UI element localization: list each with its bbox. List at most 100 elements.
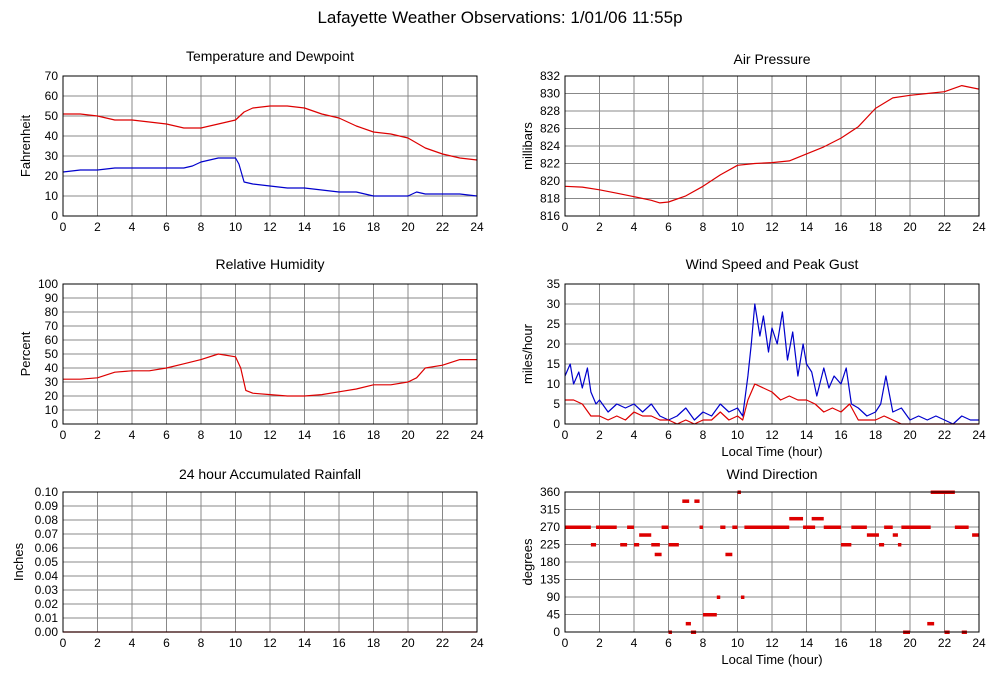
y-tick-label: 20 — [45, 169, 59, 183]
x-tick-label: 0 — [60, 636, 67, 650]
direction-point — [654, 552, 662, 557]
y-tick-label: 0.07 — [35, 527, 59, 541]
direction-point — [866, 533, 879, 537]
y-axis-label: Inches — [11, 542, 26, 581]
direction-point — [744, 525, 790, 529]
y-axis-label: miles/hour — [520, 323, 535, 384]
y-tick-label: 10 — [45, 403, 59, 417]
y-tick-label: 30 — [547, 297, 561, 311]
humidity-series-line-0 — [63, 353, 477, 397]
x-tick-label: 6 — [163, 428, 170, 442]
x-tick-label: 14 — [298, 636, 312, 650]
x-tick-label: 18 — [367, 428, 381, 442]
x-tick-label: 14 — [298, 428, 312, 442]
x-tick-label: 2 — [94, 428, 101, 442]
direction-point — [901, 525, 931, 529]
y-tick-label: 0.08 — [35, 513, 59, 527]
direction-point — [699, 525, 703, 529]
x-tick-label: 6 — [163, 220, 170, 234]
wind-series-line-1 — [565, 383, 979, 425]
y-tick-label: 830 — [540, 87, 560, 101]
x-tick-label: 22 — [938, 636, 952, 650]
y-axis-label: degrees — [520, 538, 535, 585]
x-tick-label: 12 — [765, 428, 779, 442]
direction-point — [740, 595, 745, 599]
x-tick-label: 16 — [332, 220, 346, 234]
x-tick-label: 18 — [367, 220, 381, 234]
x-tick-label: 10 — [229, 220, 243, 234]
y-tick-label: 0 — [51, 209, 58, 223]
direction-point — [694, 499, 700, 503]
x-axis-label: Local Time (hour) — [721, 444, 822, 459]
plot-frame — [62, 491, 478, 633]
x-tick-label: 14 — [298, 220, 312, 234]
direction-point — [668, 543, 679, 547]
y-tick-label: 0.01 — [35, 611, 59, 625]
x-tick-label: 18 — [367, 636, 381, 650]
x-tick-label: 4 — [631, 636, 638, 650]
direction-point — [972, 533, 979, 537]
x-tick-label: 10 — [229, 428, 243, 442]
y-tick-label: 816 — [540, 209, 560, 223]
x-tick-label: 18 — [869, 428, 883, 442]
x-tick-label: 2 — [596, 636, 603, 650]
x-tick-label: 16 — [332, 636, 346, 650]
x-tick-label: 20 — [401, 636, 415, 650]
y-tick-label: 25 — [547, 317, 561, 331]
direction-point — [897, 543, 902, 547]
x-tick-label: 22 — [938, 220, 952, 234]
x-tick-label: 20 — [903, 428, 917, 442]
direction-point — [841, 543, 852, 547]
x-tick-label: 12 — [263, 636, 277, 650]
y-tick-label: 0.06 — [35, 541, 59, 555]
y-axis-label: millibars — [520, 122, 535, 170]
x-tick-label: 0 — [562, 636, 569, 650]
x-tick-label: 0 — [562, 428, 569, 442]
temp-series-line-0 — [63, 105, 478, 161]
x-tick-label: 16 — [834, 220, 848, 234]
x-tick-label: 20 — [903, 220, 917, 234]
x-tick-label: 6 — [163, 636, 170, 650]
x-tick-label: 16 — [834, 428, 848, 442]
y-tick-label: 0.00 — [35, 625, 59, 639]
chart-title: Air Pressure — [733, 51, 810, 67]
plot-frame — [62, 283, 478, 425]
x-tick-label: 8 — [198, 220, 205, 234]
x-tick-label: 8 — [198, 636, 205, 650]
y-tick-label: 10 — [547, 377, 561, 391]
y-tick-label: 828 — [540, 104, 560, 118]
direction-point — [884, 525, 893, 529]
y-tick-label: 826 — [540, 122, 560, 136]
y-tick-label: 0.09 — [35, 499, 59, 513]
x-tick-label: 24 — [972, 636, 986, 650]
direction-point — [639, 533, 652, 537]
direction-point — [627, 525, 634, 529]
x-tick-label: 2 — [596, 220, 603, 234]
x-tick-label: 6 — [665, 428, 672, 442]
x-tick-label: 12 — [263, 220, 277, 234]
x-tick-label: 0 — [60, 220, 67, 234]
y-tick-label: 0.02 — [35, 597, 59, 611]
y-tick-label: 225 — [540, 538, 560, 552]
y-tick-label: 0.03 — [35, 583, 59, 597]
page-title: Lafayette Weather Observations: 1/01/06 … — [317, 8, 683, 27]
direction-point — [651, 543, 660, 547]
direction-point — [703, 613, 717, 617]
chart-title: 24 hour Accumulated Rainfall — [179, 466, 361, 482]
chart-title: Relative Humidity — [216, 256, 325, 272]
x-tick-label: 20 — [401, 220, 415, 234]
chart-title: Wind Direction — [726, 466, 817, 482]
direction-point — [590, 543, 597, 547]
x-tick-label: 20 — [401, 428, 415, 442]
y-tick-label: 0 — [51, 417, 58, 431]
direction-point — [803, 525, 816, 529]
x-tick-label: 24 — [470, 220, 484, 234]
x-tick-label: 2 — [94, 220, 101, 234]
direction-point — [716, 595, 721, 599]
y-axis-label: Fahrenheit — [18, 115, 33, 178]
direction-point — [732, 525, 738, 529]
direction-point — [811, 516, 824, 521]
x-tick-label: 24 — [470, 428, 484, 442]
y-tick-label: 10 — [45, 189, 59, 203]
